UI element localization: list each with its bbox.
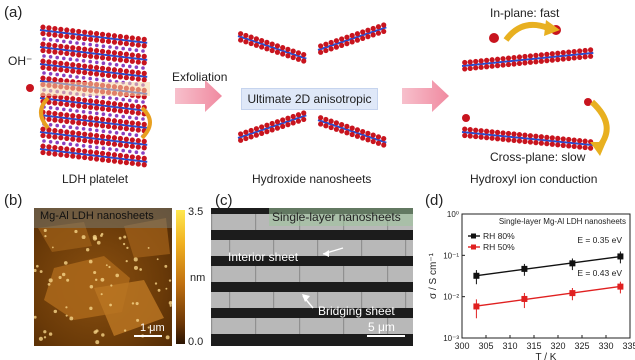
y-tick-label: 10⁻³ — [443, 334, 459, 343]
caption-hydroxyl-conduction: Hydroxyl ion conduction — [470, 172, 598, 186]
sem-scalebar-label: 5 μm — [368, 320, 395, 334]
afm-particles — [34, 228, 172, 345]
in-plane-arrow — [503, 22, 550, 42]
caption-ldh-platelet: LDH platelet — [62, 172, 129, 186]
colorbar-min: 0.0 — [188, 336, 204, 348]
data-point — [617, 253, 624, 260]
x-tick-label: 305 — [478, 341, 493, 351]
anisotropic-banner-text: Ultimate 2D anisotropic — [247, 92, 372, 106]
x-tick-label: 300 — [454, 341, 469, 351]
chart-title: Single-layer Mg-Al LDH nanosheets — [499, 217, 626, 226]
data-point — [521, 265, 528, 272]
hydroxide-ion-label: OH⁻ — [8, 54, 33, 68]
caption-hydroxide-nanosheets: Hydroxide nanosheets — [252, 172, 372, 186]
exfoliation-label: Exfoliation — [172, 70, 228, 84]
data-point — [473, 272, 480, 279]
afm-image — [34, 208, 172, 346]
fit-line — [476, 255, 621, 277]
data-point — [617, 283, 624, 290]
sem-title: Single-layer nanosheets — [272, 210, 401, 224]
activation-energy-label: E = 0.43 eV — [577, 268, 622, 278]
legend-label: RH 80% — [483, 231, 515, 241]
legend-marker — [471, 233, 476, 239]
legend-label: RH 50% — [483, 242, 515, 252]
afm-colorbar — [176, 210, 185, 344]
x-tick-label: 315 — [526, 341, 541, 351]
x-tick-label: 335 — [622, 341, 635, 351]
interior-sheet-label: Interior sheet — [228, 250, 299, 264]
colorbar-max: 3.5 — [188, 206, 204, 218]
panel-b-label: (b) — [4, 192, 23, 209]
panel-a-illustration — [26, 20, 610, 168]
panel-d-label: (d) — [425, 192, 444, 209]
colorbar-unit: nm — [190, 272, 206, 284]
cross-plane-arrow — [589, 99, 610, 151]
afm-title: Mg-Al LDH nanosheets — [40, 210, 154, 222]
platelet-right-arrow — [140, 106, 152, 140]
x-tick-label: 330 — [598, 341, 613, 351]
y-tick-label: 10⁻² — [443, 293, 459, 302]
x-tick-label: 325 — [574, 341, 589, 351]
in-plane-label: In-plane: fast — [490, 6, 560, 20]
panel-c-label: (c) — [215, 192, 233, 209]
conductivity-chart: 300 305 310 315 320 325 330 335 10⁻³ 10⁻² 10⁻¹ 10⁰ T… — [428, 210, 635, 360]
cross-plane-label: Cross-plane: slow — [490, 150, 586, 164]
conduction-arrow — [402, 80, 449, 112]
x-tick-label: 310 — [502, 341, 517, 351]
data-point — [569, 260, 576, 267]
anisotropic-banner: Ultimate 2D anisotropic — [241, 88, 378, 110]
afm-scalebar-label: 1 μm — [140, 322, 165, 334]
y-tick-label: 10⁻¹ — [443, 251, 459, 260]
chart-frame — [461, 213, 631, 339]
x-tick-label: 320 — [550, 341, 565, 351]
hydroxide-nanosheets — [237, 22, 387, 148]
data-point — [473, 303, 480, 310]
exfoliation-arrow — [175, 80, 222, 112]
fit-line — [476, 285, 621, 307]
y-axis-label: σ / S cm⁻¹ — [428, 252, 439, 299]
data-point — [521, 295, 528, 302]
x-axis-label: T / K — [536, 352, 557, 360]
y-tick-label: 10⁰ — [447, 210, 459, 219]
activation-energy-label: E = 0.35 eV — [577, 235, 622, 245]
data-point — [569, 290, 576, 297]
legend-marker — [471, 244, 476, 250]
sem-image — [211, 208, 413, 346]
platelet-left-arrow — [39, 96, 50, 130]
bridging-sheet-label: Bridging sheet — [318, 304, 395, 318]
panel-a-label: (a) — [4, 4, 23, 21]
conduction-sheets — [26, 25, 594, 151]
ldh-platelet-stack — [39, 24, 150, 168]
